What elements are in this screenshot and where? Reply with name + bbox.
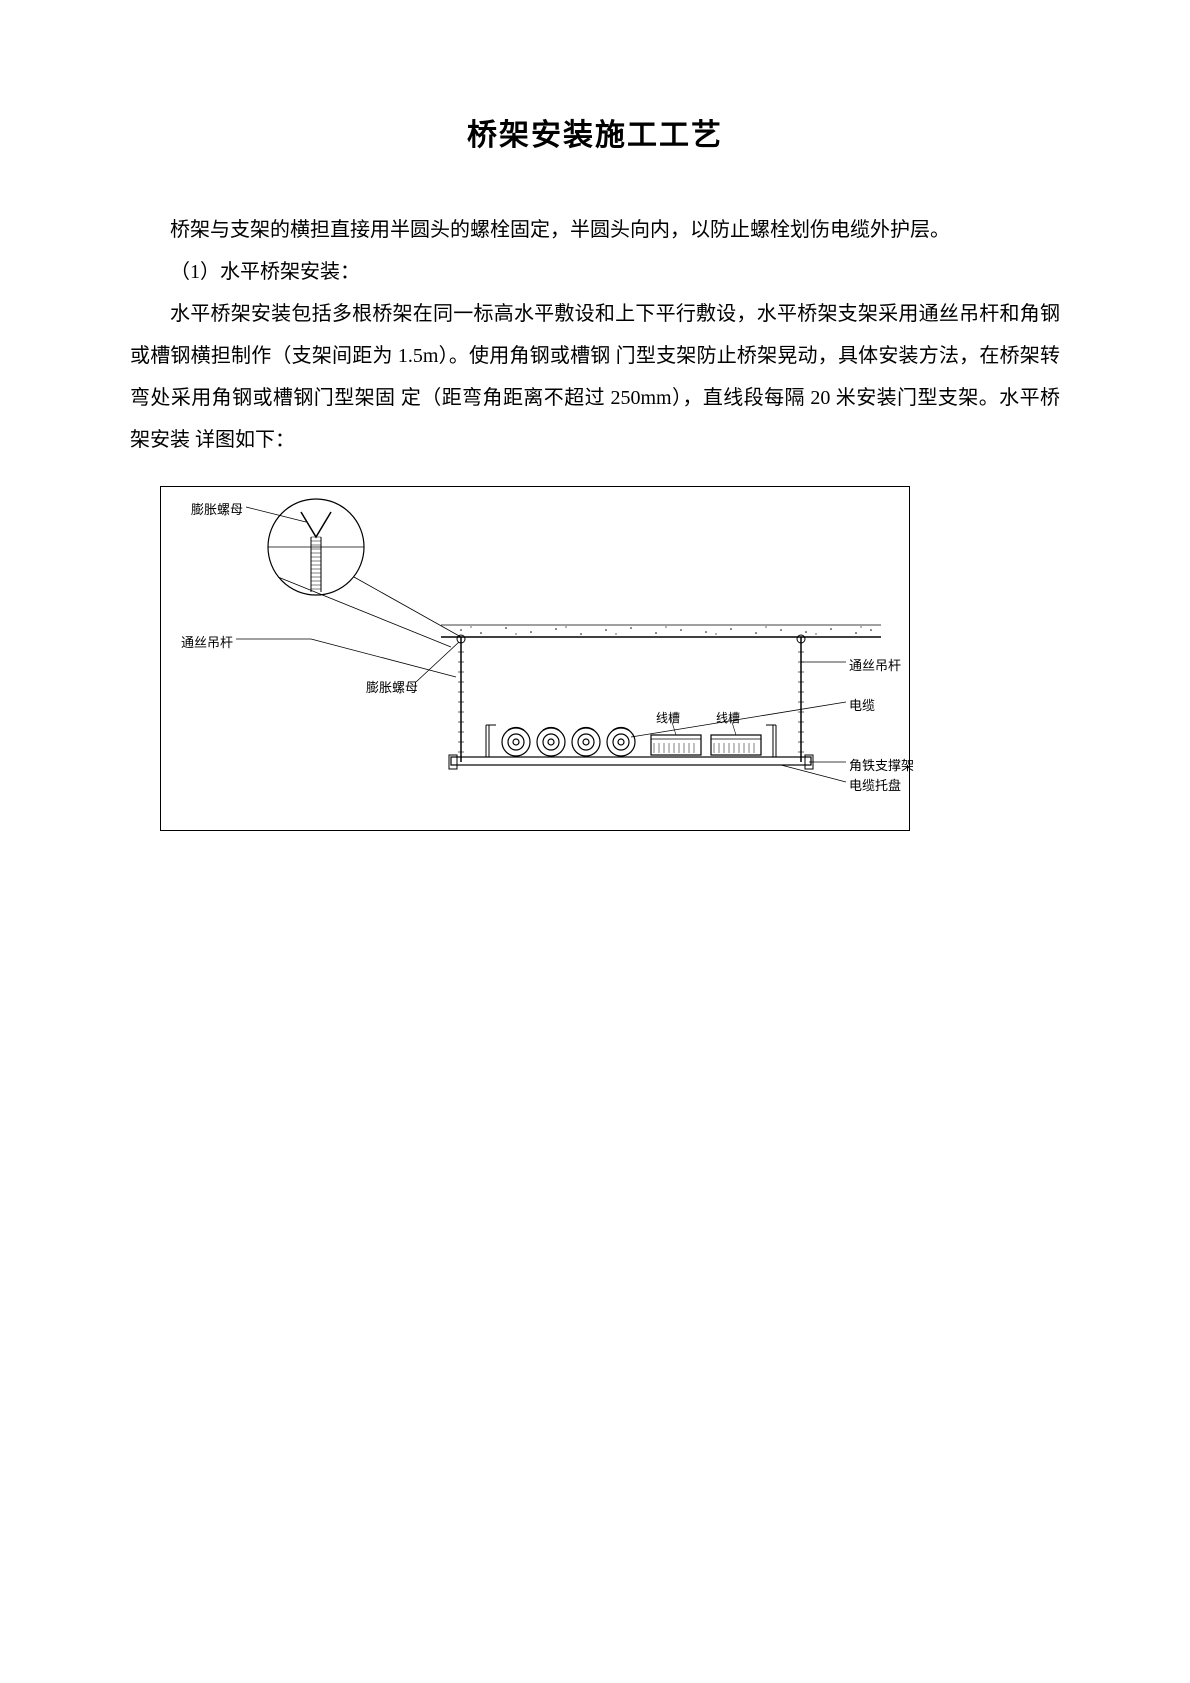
label-expansion-bolt-top: 膨胀螺母 — [191, 499, 243, 518]
section-1-label: （1）水平桥架安装： — [130, 251, 1060, 293]
label-channel-1: 线槽 — [656, 709, 680, 726]
label-channel-2: 线槽 — [716, 709, 740, 726]
engineering-diagram-svg — [161, 487, 911, 832]
diagram-container: 膨胀螺母 通丝吊杆 膨胀螺母 线槽 线槽 通丝吊杆 电缆 角铁支撑架 电缆托盘 — [160, 486, 910, 831]
label-cable: 电缆 — [849, 695, 875, 714]
diagram-frame: 膨胀螺母 通丝吊杆 膨胀螺母 线槽 线槽 通丝吊杆 电缆 角铁支撑架 电缆托盘 — [160, 486, 910, 831]
document-title: 桥架安装施工工艺 — [130, 110, 1060, 154]
label-angle-bracket: 角铁支撑架 — [849, 755, 914, 774]
paragraph-section-1: 水平桥架安装包括多根桥架在同一标高水平敷设和上下平行敷设，水平桥架支架采用通丝吊… — [130, 293, 1060, 461]
label-threaded-rod-right: 通丝吊杆 — [849, 655, 901, 674]
label-threaded-rod-left: 通丝吊杆 — [181, 632, 233, 651]
paragraph-intro: 桥架与支架的横担直接用半圆头的螺栓固定，半圆头向内，以防止螺栓划伤电缆外护层。 — [130, 209, 1060, 251]
label-cable-tray: 电缆托盘 — [849, 775, 901, 794]
label-expansion-bolt-center: 膨胀螺母 — [366, 677, 418, 696]
